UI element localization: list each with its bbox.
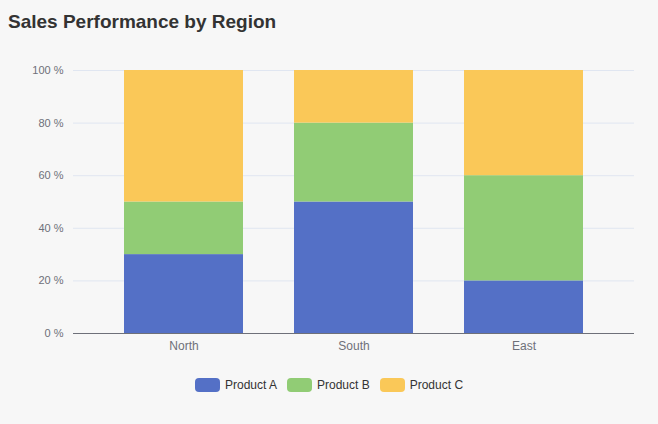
svg-text:100 %: 100 % [32, 64, 63, 76]
svg-text:40 %: 40 % [38, 222, 63, 234]
svg-text:80 %: 80 % [38, 117, 63, 129]
svg-text:0 %: 0 % [45, 327, 64, 339]
svg-text:South: South [338, 339, 369, 353]
html-text:Product A: Product A [225, 378, 277, 392]
svg-text:North: North [169, 339, 198, 353]
html-text:Product B: Product B [317, 378, 370, 392]
html-text:Product C: Product C [409, 378, 463, 392]
svg-text:20 %: 20 % [38, 274, 63, 286]
svg-text:East: East [512, 339, 537, 353]
html-text:Sales Performance by Region: Sales Performance by Region [8, 11, 277, 32]
svg-text:60 %: 60 % [38, 169, 63, 181]
